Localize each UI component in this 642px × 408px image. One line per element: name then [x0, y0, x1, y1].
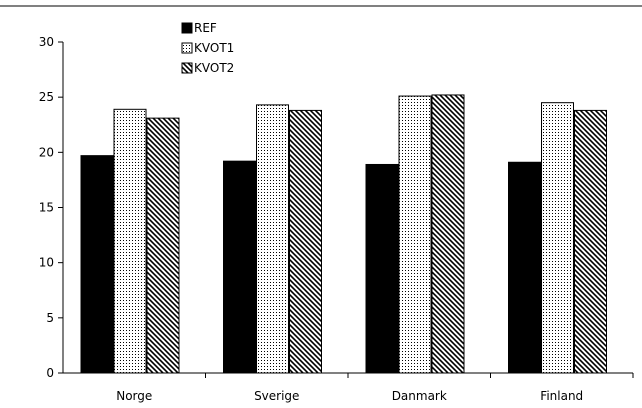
legend-label: KVOT2 [194, 61, 234, 75]
y-tick-label: 20 [39, 145, 54, 159]
y-tick-label: 30 [39, 35, 54, 49]
legend: REF KVOT1 KVOT2 [181, 21, 234, 75]
legend-swatch-ref [181, 22, 193, 34]
y-tick-label: 10 [39, 256, 54, 270]
bar-kvot2-sverige [289, 109, 322, 374]
bar-kvot1-danmark [398, 95, 432, 374]
bar-ref-norge [80, 155, 114, 374]
bar-kvot1-sverige [256, 104, 289, 374]
bar-ref-finland [508, 161, 541, 374]
bar-kvot2-finland [574, 109, 607, 374]
x-category-label: Finland [540, 389, 583, 403]
bar-kvot2-norge [146, 117, 180, 374]
y-tick-label: 25 [39, 90, 54, 104]
bar-ref-danmark [365, 163, 399, 374]
x-category-label: Norge [116, 389, 152, 403]
y-tick-label: 0 [46, 366, 54, 380]
legend-swatch-kvot1 [181, 42, 193, 54]
legend-swatch-kvot2 [181, 62, 193, 74]
bar-ref-sverige [223, 160, 256, 374]
y-tick-label: 5 [46, 311, 54, 325]
legend-label: KVOT1 [194, 41, 234, 55]
bar-kvot1-finland [541, 102, 574, 374]
x-category-label: Sverige [254, 389, 299, 403]
bar-kvot1-norge [113, 108, 147, 374]
x-category-label: Danmark [392, 389, 447, 403]
y-tick-label: 15 [39, 201, 54, 215]
bar-kvot2-danmark [431, 94, 465, 374]
plot-area: 0 5 10 15 20 25 30 Norge Sverige Danmark Finland [39, 35, 634, 403]
legend-label: REF [194, 21, 217, 35]
